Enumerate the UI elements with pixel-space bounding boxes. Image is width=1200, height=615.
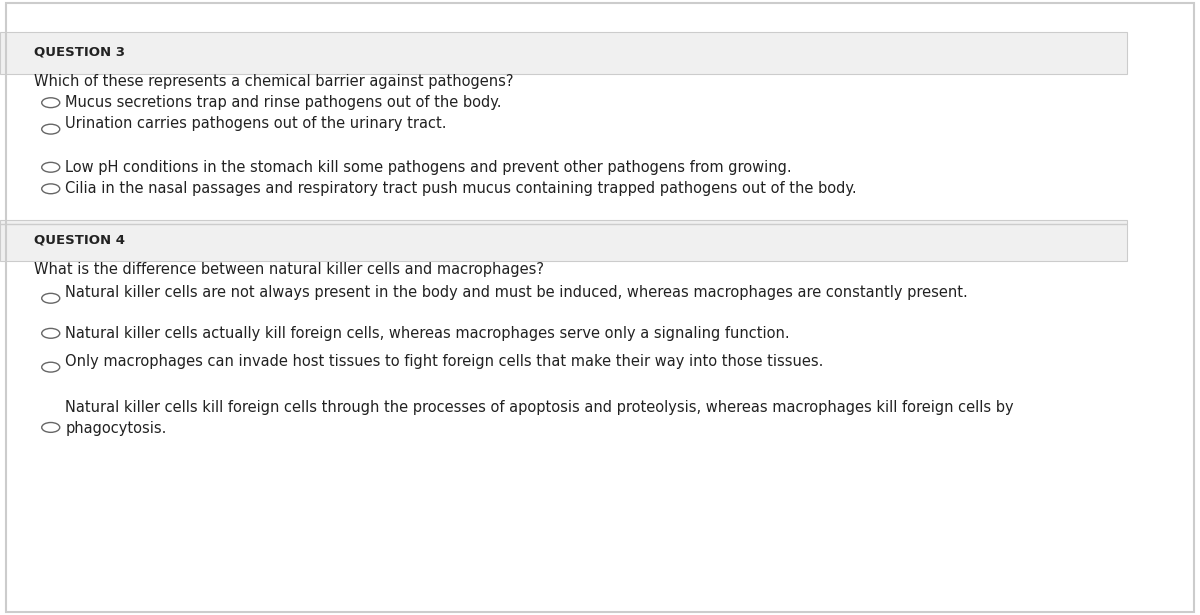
Text: What is the difference between natural killer cells and macrophages?: What is the difference between natural k… [34,262,544,277]
Text: Natural killer cells kill foreign cells through the processes of apoptosis and p: Natural killer cells kill foreign cells … [65,400,1014,436]
Text: Natural killer cells are not always present in the body and must be induced, whe: Natural killer cells are not always pres… [65,285,968,300]
Text: Low pH conditions in the stomach kill some pathogens and prevent other pathogens: Low pH conditions in the stomach kill so… [65,160,792,175]
Text: Natural killer cells actually kill foreign cells, whereas macrophages serve only: Natural killer cells actually kill forei… [65,326,790,341]
Text: QUESTION 4: QUESTION 4 [34,233,125,247]
Text: Cilia in the nasal passages and respiratory tract push mucus containing trapped : Cilia in the nasal passages and respirat… [65,181,857,196]
Text: QUESTION 3: QUESTION 3 [34,46,125,59]
Text: Mucus secretions trap and rinse pathogens out of the body.: Mucus secretions trap and rinse pathogen… [65,95,502,110]
FancyBboxPatch shape [0,32,1128,74]
FancyBboxPatch shape [0,220,1128,261]
Text: Urination carries pathogens out of the urinary tract.: Urination carries pathogens out of the u… [65,116,446,130]
Text: Only macrophages can invade host tissues to fight foreign cells that make their : Only macrophages can invade host tissues… [65,354,823,368]
Text: Which of these represents a chemical barrier against pathogens?: Which of these represents a chemical bar… [34,74,514,89]
